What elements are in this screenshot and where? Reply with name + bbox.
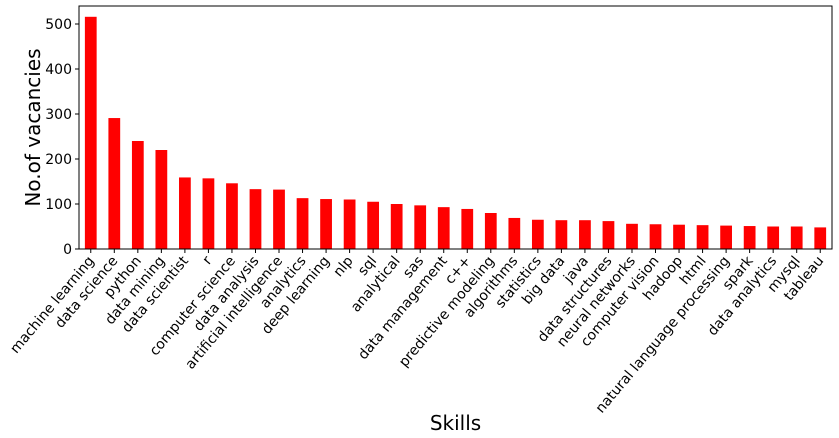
y-tick-label: 0: [63, 242, 72, 258]
bar-machine-learning: [84, 16, 97, 249]
y-tick-label: 100: [45, 197, 72, 213]
bar-data-management: [437, 207, 450, 249]
bar-data-science: [108, 118, 121, 249]
x-axis-title: Skills: [430, 411, 481, 435]
bar-algorithms: [508, 217, 521, 249]
bar-hadoop: [673, 224, 685, 249]
bars-group: [84, 16, 827, 249]
bar-c-: [461, 208, 474, 249]
bar-deep-learning: [320, 199, 332, 249]
bar-nlp: [343, 199, 356, 249]
y-tick-label: 300: [45, 107, 72, 123]
bar-sql: [367, 201, 380, 249]
bar-natural-language-processing: [720, 225, 732, 249]
bar-analytical: [390, 204, 403, 249]
bar-statistics: [531, 219, 544, 249]
bar-artificial-intelligence: [273, 189, 285, 249]
bar-predictive-modeling: [484, 213, 497, 249]
bar-computer-vision: [649, 224, 662, 249]
bar-data-mining: [155, 150, 168, 249]
bar-big-data: [555, 220, 568, 249]
bar-html: [696, 225, 709, 249]
bar-data-analytics: [767, 226, 780, 249]
y-axis: 0 100 200 300 400 500: [45, 17, 79, 258]
bar-sas: [414, 205, 427, 249]
x-tick-label: nlp: [330, 253, 356, 280]
bar-spark: [743, 226, 756, 249]
x-tick-label: r: [200, 253, 216, 268]
bar-neural-networks: [626, 223, 638, 249]
y-tick-label: 200: [45, 152, 72, 168]
bar-analytics: [296, 198, 309, 249]
y-axis-title: No.of vacancies: [21, 48, 45, 206]
bar-computer-science: [226, 183, 238, 249]
bar-data-scientist: [179, 177, 191, 249]
bar-r: [202, 178, 215, 249]
bar-data-structures: [602, 221, 615, 249]
y-tick-label: 500: [45, 17, 72, 33]
bar-java: [579, 220, 591, 249]
y-tick-label: 400: [45, 62, 72, 78]
plot-frame: [78, 5, 833, 250]
bar-data-analysis: [249, 189, 262, 249]
bar-mysql: [790, 226, 803, 249]
bar-python: [131, 141, 144, 249]
bar-tableau: [814, 227, 827, 249]
